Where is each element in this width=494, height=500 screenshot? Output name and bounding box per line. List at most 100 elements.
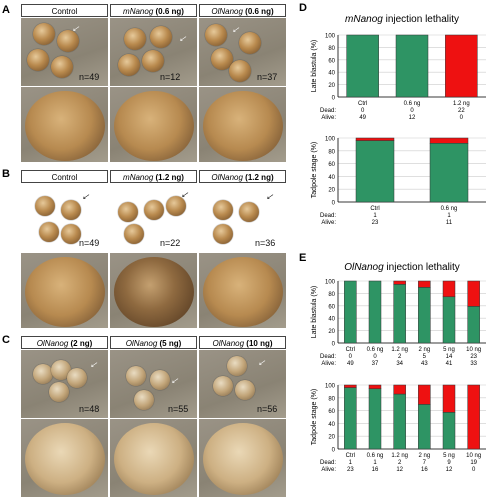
x-tick-label: 2 ng xyxy=(418,347,430,353)
y-tick-label: 20 xyxy=(328,435,335,441)
count-label-b2: n=22 xyxy=(160,238,181,248)
bar-dead-segment xyxy=(355,137,395,141)
dead-count-label: 0 xyxy=(410,108,414,114)
bar-dead-segment xyxy=(429,137,469,144)
photo-c1-embryos: ← n=48 xyxy=(21,350,108,418)
bar-alive-segment xyxy=(467,306,480,344)
row-label-alive: Alive: xyxy=(321,115,336,121)
y-axis-label: Late blastula (%) xyxy=(311,286,318,339)
dead-count-label: 0 xyxy=(349,354,353,360)
y-tick-label: 80 xyxy=(328,292,335,298)
x-tick-label: Ctrl xyxy=(346,347,355,353)
x-tick-label: 0.6 ng xyxy=(441,206,458,212)
alive-count-label: 16 xyxy=(421,467,428,473)
dead-count-label: 1 xyxy=(373,213,377,219)
alive-count-label: 34 xyxy=(396,361,403,367)
dead-count-label: 0 xyxy=(361,108,365,114)
photo-c2-embryos: ← n=55 xyxy=(110,350,197,418)
header-c1: OlNanog (2 ng) xyxy=(21,336,108,349)
dead-count-label: 14 xyxy=(446,354,453,360)
row-label-dead: Dead: xyxy=(320,354,336,360)
alive-count-label: 41 xyxy=(446,361,453,367)
photo-a1-zoom xyxy=(21,87,108,162)
photo-a1-embryos: ← n=49 xyxy=(21,18,108,86)
count-label-a3: n=37 xyxy=(257,72,278,82)
alive-count-label: 49 xyxy=(359,115,366,121)
bar-dead-segment xyxy=(393,280,406,285)
panel-letter-e: E xyxy=(299,252,307,264)
row-label-dead: Dead: xyxy=(320,460,336,466)
x-tick-label: 5 ng xyxy=(443,347,455,353)
dead-count-label: 0 xyxy=(373,354,377,360)
dead-count-label: 2 xyxy=(398,460,402,466)
y-tick-label: 0 xyxy=(332,342,336,348)
y-tick-label: 80 xyxy=(328,149,335,155)
y-tick-label: 20 xyxy=(328,83,335,89)
photo-c3-zoom xyxy=(199,419,286,497)
alive-count-label: 16 xyxy=(372,467,379,473)
chart-title-e: OlNanog injection lethality xyxy=(344,262,460,273)
y-axis-label: Tadpole stage (%) xyxy=(311,142,318,198)
bar-alive-segment xyxy=(429,143,469,203)
row-label-alive: Alive: xyxy=(321,361,336,367)
photo-a2-zoom xyxy=(110,87,197,162)
bar-alive-segment xyxy=(442,296,456,344)
bar-dead-segment xyxy=(467,280,480,307)
y-tick-label: 20 xyxy=(328,329,335,335)
count-label-c3: n=56 xyxy=(257,404,278,414)
x-tick-label: 2 ng xyxy=(418,453,430,459)
x-tick-label: 1.2 ng xyxy=(391,453,408,459)
photo-c3-embryos: ← n=56 xyxy=(199,350,286,418)
bar-alive-segment xyxy=(393,393,406,450)
y-tick-label: 60 xyxy=(328,409,335,415)
y-tick-label: 0 xyxy=(332,201,336,207)
x-tick-label: Ctrl xyxy=(346,453,355,459)
bar-alive-segment xyxy=(346,34,379,98)
y-tick-label: 80 xyxy=(328,396,335,402)
bar-dead-segment xyxy=(368,384,382,390)
bar-alive-segment xyxy=(368,280,382,344)
y-axis-label: Tadpole stage (%) xyxy=(311,389,318,445)
row-label-dead: Dead: xyxy=(320,213,336,219)
header-b1: Control xyxy=(21,170,108,183)
bar-dead-segment xyxy=(445,34,478,98)
count-label-c2: n=55 xyxy=(168,404,189,414)
alive-count-label: 12 xyxy=(409,115,416,121)
photo-b1-zoom xyxy=(21,253,108,328)
y-tick-label: 100 xyxy=(325,137,336,143)
photo-b1-embryos: ← n=49 xyxy=(21,184,108,252)
alive-count-label: 0 xyxy=(460,115,464,121)
chart-title-d: mNanog injection lethality xyxy=(345,14,459,25)
bar-alive-segment xyxy=(344,280,357,344)
dead-count-label: 1 xyxy=(447,213,451,219)
x-tick-label: Ctrl xyxy=(358,101,367,107)
header-b3: OlNanog (1.2 ng) xyxy=(199,170,286,183)
y-tick-label: 40 xyxy=(328,317,335,323)
bar-dead-segment xyxy=(393,384,406,395)
y-tick-label: 100 xyxy=(325,34,336,40)
photo-b2-embryos: ← n=22 xyxy=(110,184,197,252)
header-a2: mNanog (0.6 ng) xyxy=(110,4,197,17)
photo-c1-zoom xyxy=(21,419,108,497)
y-tick-label: 40 xyxy=(328,422,335,428)
y-tick-label: 60 xyxy=(328,304,335,310)
bar-dead-segment xyxy=(344,384,357,388)
photo-c2-zoom xyxy=(110,419,197,497)
header-a1: Control xyxy=(21,4,108,17)
alive-count-label: 43 xyxy=(421,361,428,367)
bar-alive-segment xyxy=(395,34,429,98)
bar-dead-segment xyxy=(418,384,431,405)
panel-letter-c: C xyxy=(2,334,10,346)
x-tick-label: Ctrl xyxy=(370,206,379,212)
y-tick-label: 40 xyxy=(328,71,335,77)
alive-count-label: 33 xyxy=(470,361,477,367)
x-tick-label: 5 ng xyxy=(443,453,455,459)
dead-count-label: 2 xyxy=(398,354,402,360)
photo-a3-zoom xyxy=(199,87,286,162)
y-tick-label: 100 xyxy=(325,384,336,390)
panel-letter-d: D xyxy=(299,2,307,14)
header-b2: mNanog (1.2 ng) xyxy=(110,170,197,183)
dead-count-label: 1 xyxy=(349,460,353,466)
bar-alive-segment xyxy=(344,387,357,450)
